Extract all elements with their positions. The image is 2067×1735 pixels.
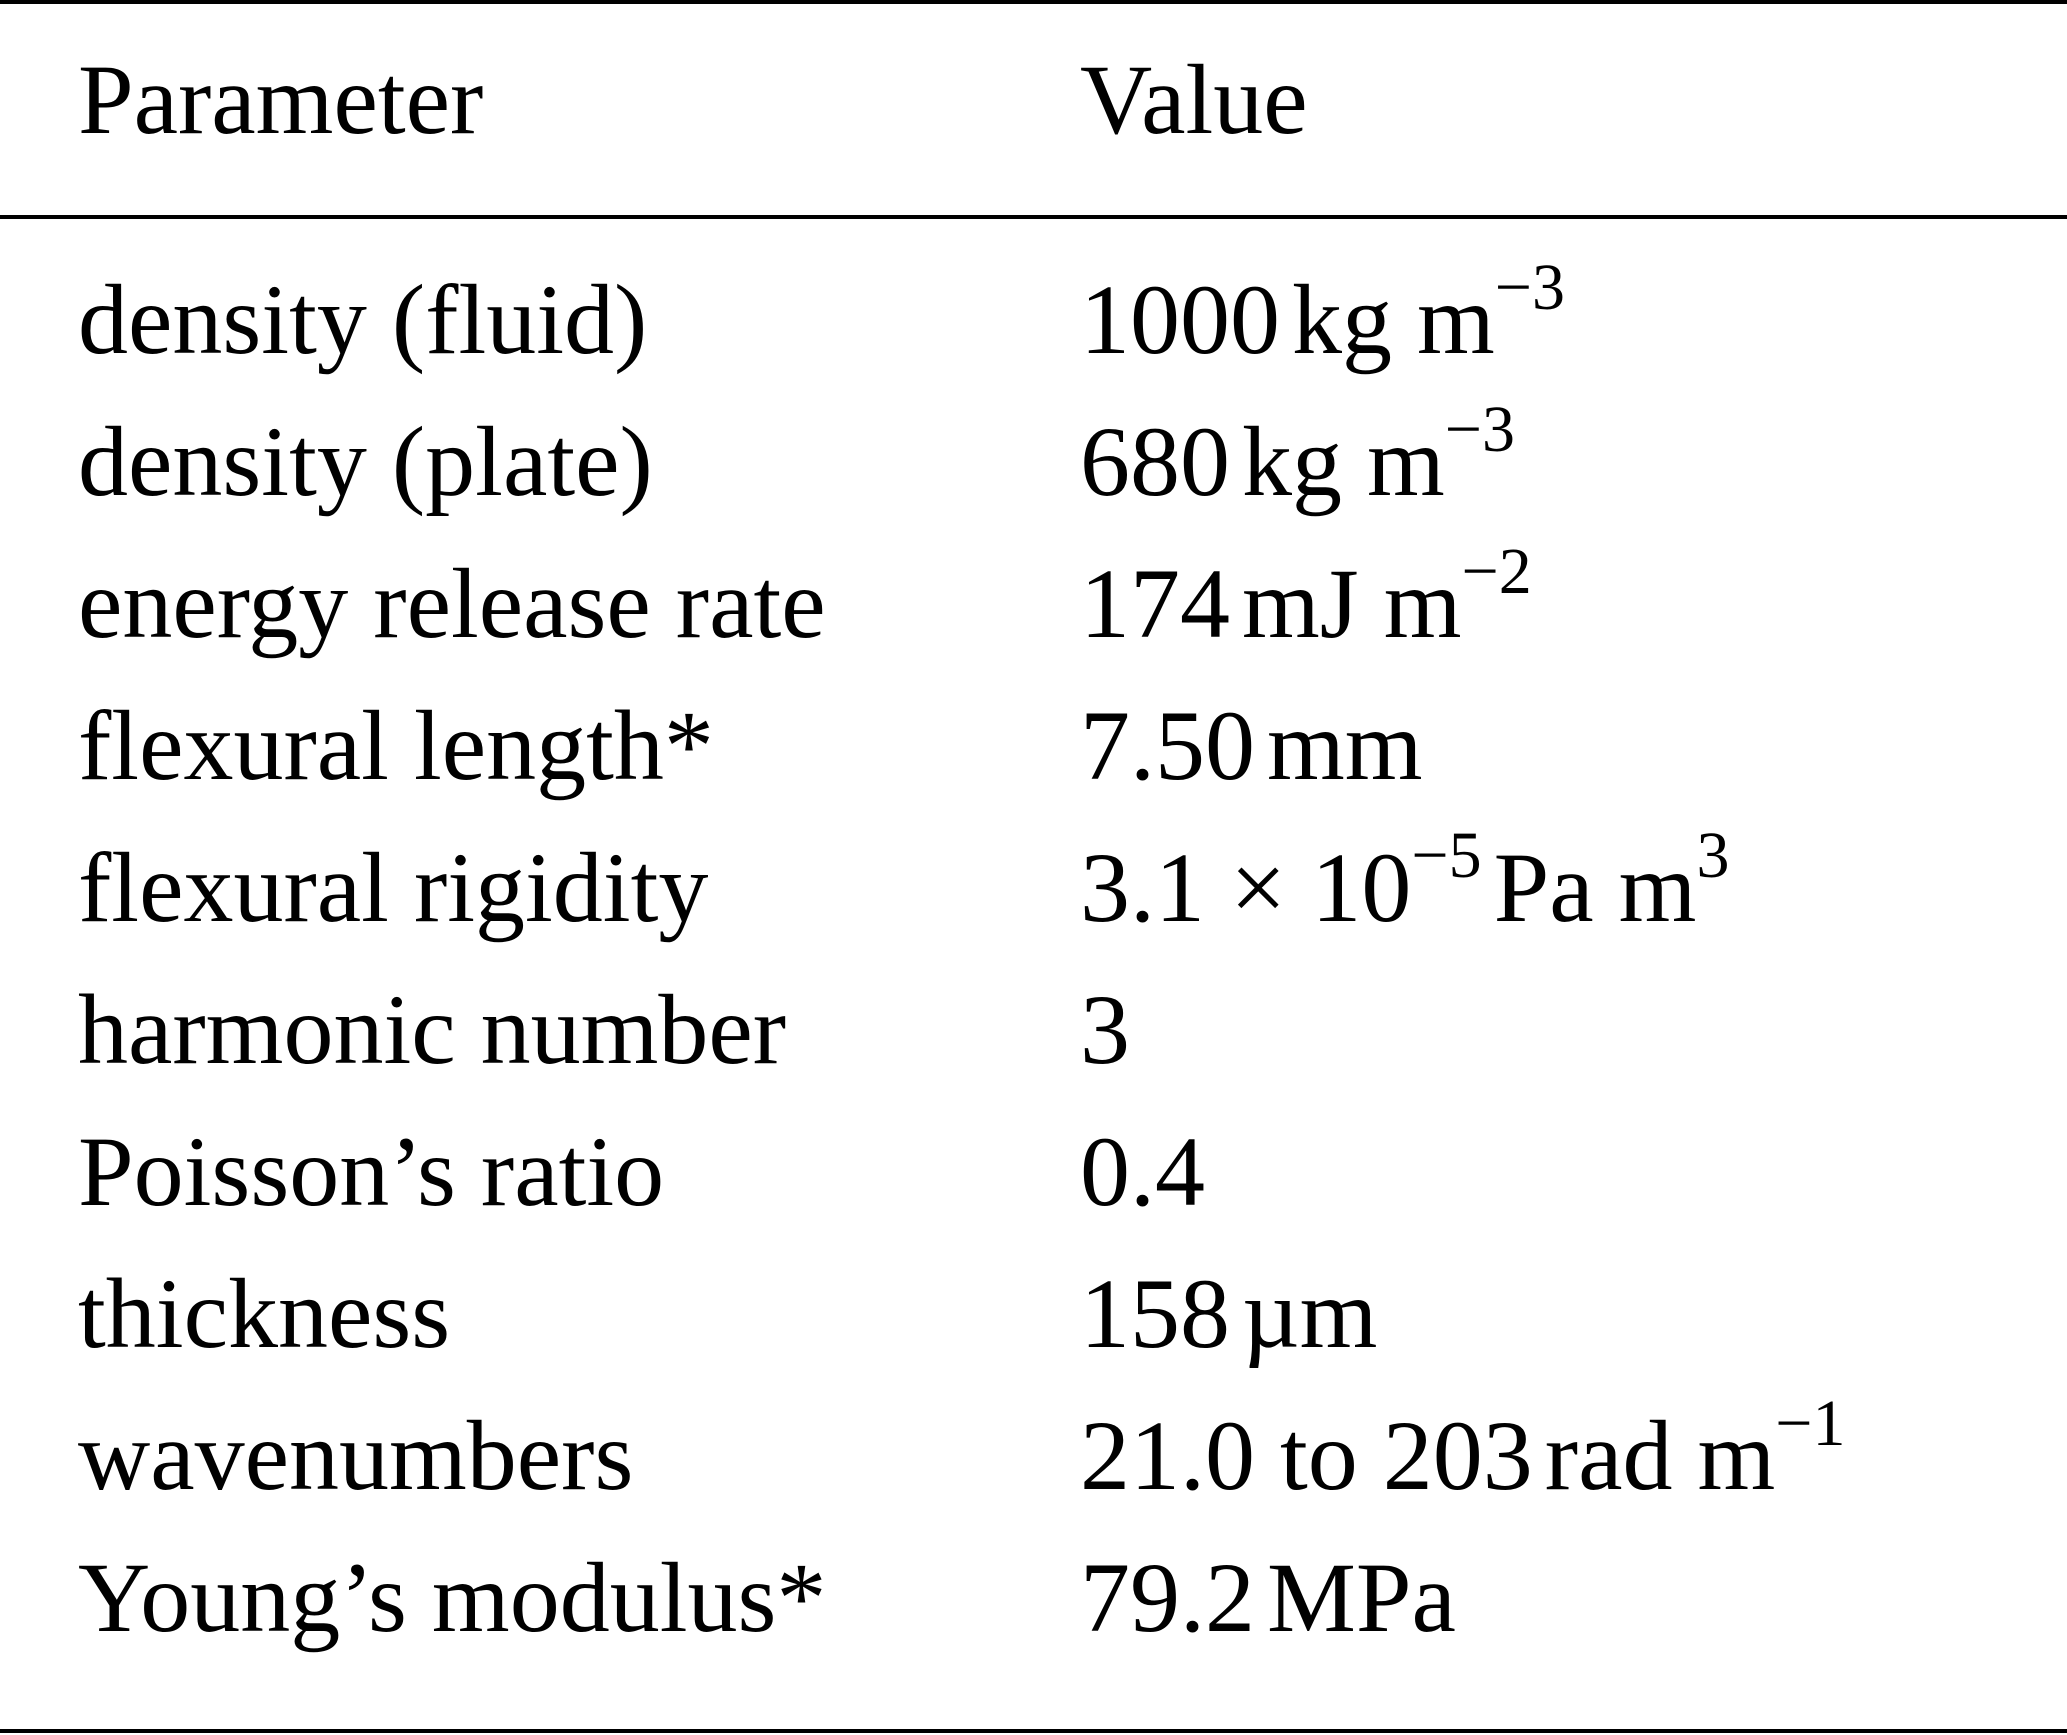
value-unit: kg m [1292, 264, 1495, 375]
row-parameter: energy release rate [78, 548, 826, 659]
top-rule [0, 0, 2067, 4]
value-number: 7.50 [1080, 690, 1255, 801]
value-number: 680 [1080, 406, 1230, 517]
header-rule [0, 215, 2067, 219]
value-exponent: −3 [1494, 250, 1566, 324]
row-parameter: harmonic number [78, 974, 787, 1085]
value-number: 3 [1080, 974, 1130, 1085]
value-exponent: −5 [1411, 818, 1482, 892]
row-value: 3.1 × 10−5 Pa m3 [1080, 822, 1729, 938]
value-number: 174 [1080, 548, 1230, 659]
value-number: 79.2 [1080, 1542, 1255, 1653]
value-exponent: −3 [1444, 392, 1516, 466]
row-parameter: flexural rigidity [78, 832, 709, 943]
value-unit-exponent: 3 [1696, 818, 1730, 892]
value-exponent: −2 [1461, 534, 1532, 608]
row-value: 21.0 to 203 rad m−1 [1080, 1390, 1846, 1506]
value-number: 1000 [1080, 264, 1280, 375]
value-unit: mJ m [1242, 548, 1462, 659]
row-value: 158 µm [1080, 1264, 1377, 1364]
row-parameter: thickness [78, 1258, 451, 1369]
value-unit: kg m [1242, 406, 1445, 517]
value-number: 3.1 × 10 [1080, 832, 1412, 943]
row-parameter: Poisson’s ratio [78, 1116, 665, 1227]
value-exponent: −1 [1775, 1386, 1846, 1460]
header-parameter: Parameter [78, 44, 484, 155]
row-value: 3 [1080, 980, 1130, 1080]
row-value: 174 mJ m−2 [1080, 538, 1532, 654]
row-parameter: Young’s modulus* [78, 1542, 827, 1653]
row-value: 680 kg m−3 [1080, 396, 1515, 512]
value-number: 0.4 [1080, 1116, 1205, 1227]
value-unit: µm [1242, 1258, 1378, 1369]
row-parameter: flexural length* [78, 690, 714, 801]
header-value: Value [1080, 44, 1308, 155]
row-parameter: density (fluid) [78, 264, 648, 375]
row-value: 7.50 mm [1080, 696, 1423, 796]
value-unit: Pa m [1493, 832, 1697, 943]
row-parameter: density (plate) [78, 406, 653, 517]
value-unit: MPa [1267, 1542, 1456, 1653]
row-value: 0.4 [1080, 1122, 1205, 1222]
value-number: 158 [1080, 1258, 1230, 1369]
row-parameter: wavenumbers [78, 1400, 634, 1511]
value-number: 21.0 to 203 [1080, 1400, 1533, 1511]
value-unit: mm [1267, 690, 1423, 801]
bottom-rule [0, 1729, 2067, 1733]
row-value: 79.2 MPa [1080, 1548, 1456, 1648]
row-value: 1000 kg m−3 [1080, 254, 1565, 370]
value-unit: rad m [1544, 1400, 1776, 1511]
